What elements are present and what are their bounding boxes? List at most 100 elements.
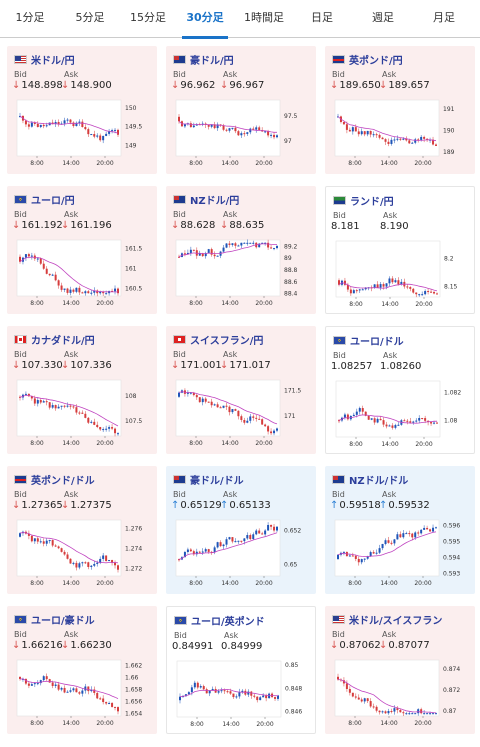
candle-body — [63, 405, 66, 407]
rate-card[interactable]: 米ドル/スイスフラン Bid Ask ↓0.87062 ↓0.87077 0.874 0.8… — [325, 606, 475, 734]
x-tick-label: 14:00 — [381, 301, 398, 308]
rate-card[interactable]: スイスフラン/円 Bid Ask ↓171.001 ↓171.017 171.5 171 8:… — [166, 326, 316, 454]
currency-pair-title[interactable]: 豪ドル/ドル — [190, 475, 244, 487]
rate-card[interactable]: NZドル/円 Bid Ask ↓88.628 ↓88.635 89.2 89 88.8 88.6… — [166, 186, 316, 314]
candle-body — [273, 430, 276, 434]
candle-body — [240, 540, 243, 542]
currency-pair-title[interactable]: 英ポンド/ドル — [31, 475, 95, 487]
ask-quote: ↑0.65133 — [220, 500, 271, 511]
tab-weekly[interactable]: 週足 — [372, 11, 394, 24]
us-flag-icon — [14, 54, 27, 64]
rate-card[interactable]: 豪ドル/ドル Bid Ask ↑0.65129 ↑0.65133 0.652 0.65 8:0… — [166, 466, 316, 594]
candle-body — [432, 713, 435, 715]
currency-pair-title[interactable]: ユーロ/円 — [31, 195, 75, 207]
candle-body — [267, 426, 270, 432]
candle-body — [51, 274, 54, 276]
tab-daily[interactable]: 日足 — [311, 11, 333, 24]
currency-pair-title[interactable]: ユーロ/豪ドル — [31, 615, 95, 627]
price-chart[interactable]: 161.5 161 160.5 8:00 14:00 20:00 — [13, 238, 151, 310]
candle-body — [213, 124, 216, 129]
price-chart[interactable]: 0.652 0.65 8:00 14:00 20:00 — [172, 518, 310, 590]
price-chart[interactable]: 0.85 0.848 0.846 8:00 14:00 20:00 — [173, 659, 311, 731]
candle-body — [399, 138, 402, 140]
tab-5min[interactable]: 5分足 — [75, 11, 105, 24]
candle-body — [270, 247, 273, 249]
gb-flag-icon — [14, 474, 27, 484]
tab-1min[interactable]: 1分足 — [15, 11, 45, 24]
candle-body — [51, 405, 54, 408]
bid-label: Bid — [333, 211, 346, 220]
candle-body — [30, 535, 33, 542]
price-chart[interactable]: 89.2 89 88.8 88.6 88.4 8:00 14:00 20:00 — [172, 238, 310, 310]
candle-body — [372, 552, 375, 554]
currency-pair-title[interactable]: ユーロ/英ポンド — [191, 616, 265, 628]
x-tick-label: 14:00 — [221, 300, 238, 307]
rate-card[interactable]: 米ドル/円 Bid Ask ↓148.898 ↓148.900 150 149.5 149 8:… — [7, 46, 157, 174]
rate-card[interactable]: ユーロ/英ポンド Bid Ask 0.84991 0.84999 0.85 0.848 0.8… — [166, 606, 316, 734]
candle-body — [81, 562, 84, 564]
price-chart[interactable]: 1.662 1.66 1.658 1.656 1.654 8:00 14:00 20:00 — [13, 658, 151, 730]
bid-value: 107.330 — [21, 360, 63, 371]
currency-pair-title[interactable]: 英ポンド/円 — [349, 55, 403, 67]
currency-pair-title[interactable]: ユーロ/ドル — [350, 336, 404, 348]
rate-card[interactable]: カナダドル/円 Bid Ask ↓107.330 ↓107.336 108 107.5 8:0… — [7, 326, 157, 454]
price-chart[interactable]: 191 190 189 8:00 14:00 20:00 — [331, 98, 469, 170]
candle-body — [358, 408, 361, 412]
candle-body — [252, 128, 255, 130]
candle-body — [183, 253, 186, 255]
candle-body — [69, 405, 72, 407]
currency-pair-title[interactable]: スイスフラン/円 — [190, 335, 264, 347]
price-chart[interactable]: 150 149.5 149 8:00 14:00 20:00 — [13, 98, 151, 170]
currency-pair-title[interactable]: 豪ドル/円 — [190, 55, 234, 67]
rate-card[interactable]: 英ポンド/ドル Bid Ask ↓1.27365 ↓1.27375 1.276 1.274 1… — [7, 466, 157, 594]
price-chart[interactable]: 0.596 0.595 0.594 0.593 8:00 14:00 20:00 — [331, 518, 469, 590]
candle-body — [57, 684, 60, 690]
candle-body — [205, 689, 208, 694]
candle-body — [72, 562, 75, 564]
arrow-up-icon: ↑ — [379, 500, 388, 511]
tab-30min[interactable]: 30分足 — [176, 0, 234, 39]
price-chart[interactable]: 1.276 1.274 1.272 8:00 14:00 20:00 — [13, 518, 151, 590]
rate-card[interactable]: ユーロ/円 Bid Ask ↓161.192 ↓161.196 161.5 161 160.5… — [7, 186, 157, 314]
x-tick-label: 14:00 — [62, 580, 79, 587]
rate-card[interactable]: NZドル/ドル Bid Ask ↑0.59518 ↑0.59532 0.596 0.595 0… — [325, 466, 475, 594]
card-header: 米ドル/スイスフラン — [332, 612, 443, 627]
candle-body — [196, 682, 199, 688]
rate-card[interactable]: 英ポンド/円 Bid Ask ↓189.650 ↓189.657 191 190 189 8:0… — [325, 46, 475, 174]
candle-body — [42, 401, 45, 403]
rate-card[interactable]: ランド/円 Bid Ask 8.181 8.190 8.2 8.15 8:00 14:00 20:… — [325, 186, 475, 314]
tab-monthly[interactable]: 月足 — [433, 11, 455, 24]
candle-body — [249, 535, 252, 540]
currency-pair-title[interactable]: ランド/円 — [350, 196, 394, 208]
candle-body — [366, 698, 369, 702]
price-chart[interactable]: 1.082 1.08 8:00 14:00 20:00 — [332, 379, 470, 451]
candle-body — [81, 292, 84, 294]
ask-label: Ask — [383, 351, 398, 360]
currency-pair-title[interactable]: 米ドル/スイスフラン — [349, 615, 443, 627]
candle-body — [108, 703, 111, 705]
tab-15min[interactable]: 15分足 — [130, 11, 166, 24]
price-chart[interactable]: 108 107.5 8:00 14:00 20:00 — [13, 378, 151, 450]
candle-body — [276, 428, 278, 431]
price-chart[interactable]: 8.2 8.15 8:00 14:00 20:00 — [332, 239, 470, 311]
price-chart[interactable]: 0.874 0.872 0.87 8:00 14:00 20:00 — [331, 658, 469, 730]
y-tick-label: 0.87 — [443, 708, 457, 715]
candle-body — [84, 686, 87, 691]
tab-1hour[interactable]: 1時間足 — [244, 11, 284, 24]
currency-pair-title[interactable]: 米ドル/円 — [31, 55, 75, 67]
price-chart[interactable]: 97.5 97 8:00 14:00 20:00 — [172, 98, 310, 170]
timeframe-tabs: 1分足 5分足 15分足 30分足 1時間足 日足 週足 月足 — [0, 0, 480, 39]
ask-value: 171.017 — [229, 360, 271, 371]
rate-card[interactable]: ユーロ/ドル Bid Ask 1.08257 1.08260 1.082 1.08 8:00 1… — [325, 326, 475, 454]
currency-pair-title[interactable]: カナダドル/円 — [31, 335, 95, 347]
candle-body — [66, 288, 69, 293]
candle-body — [423, 527, 426, 530]
price-chart[interactable]: 171.5 171 8:00 14:00 20:00 — [172, 378, 310, 450]
y-tick-label: 0.872 — [443, 687, 460, 694]
currency-pair-title[interactable]: NZドル/円 — [190, 195, 240, 207]
rate-card[interactable]: 豪ドル/円 Bid Ask ↓96.962 ↓96.967 97.5 97 8:00 14:00… — [166, 46, 316, 174]
candle-body — [267, 131, 270, 136]
rate-card[interactable]: ユーロ/豪ドル Bid Ask ↓1.66216 ↓1.66230 1.662 1.66 1.… — [7, 606, 157, 734]
y-tick-label: 97.5 — [284, 113, 298, 120]
currency-pair-title[interactable]: NZドル/ドル — [349, 475, 409, 487]
